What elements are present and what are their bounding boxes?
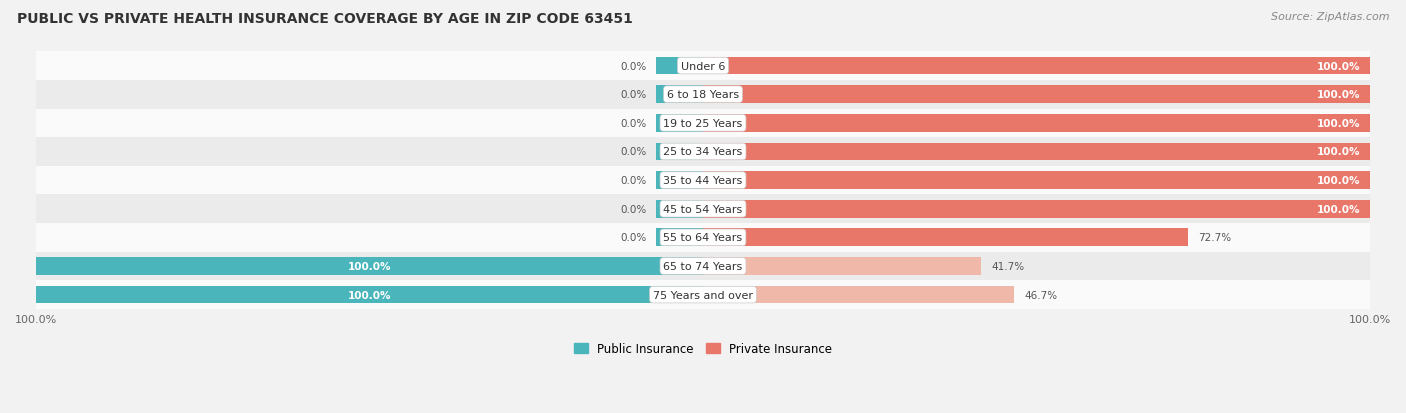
Bar <box>703 257 981 275</box>
Text: Under 6: Under 6 <box>681 62 725 71</box>
Text: 0.0%: 0.0% <box>620 204 647 214</box>
Text: 0.0%: 0.0% <box>620 62 647 71</box>
Text: 100.0%: 100.0% <box>347 290 391 300</box>
Text: 25 to 34 Years: 25 to 34 Years <box>664 147 742 157</box>
Text: 46.7%: 46.7% <box>1025 290 1057 300</box>
Bar <box>37 138 1369 166</box>
Bar <box>703 115 1369 133</box>
Bar <box>37 195 1369 223</box>
Text: 72.7%: 72.7% <box>1198 233 1230 243</box>
Bar <box>657 172 703 190</box>
Text: 100.0%: 100.0% <box>1316 119 1360 128</box>
Bar <box>657 143 703 161</box>
Bar <box>37 109 1369 138</box>
Bar <box>37 52 1369 81</box>
Text: 55 to 64 Years: 55 to 64 Years <box>664 233 742 243</box>
Bar <box>703 143 1369 161</box>
Bar <box>657 57 703 75</box>
Text: 100.0%: 100.0% <box>347 261 391 271</box>
Text: 100.0%: 100.0% <box>1316 90 1360 100</box>
Text: 45 to 54 Years: 45 to 54 Years <box>664 204 742 214</box>
Bar <box>37 280 1369 309</box>
Text: 75 Years and over: 75 Years and over <box>652 290 754 300</box>
Text: 19 to 25 Years: 19 to 25 Years <box>664 119 742 128</box>
Bar <box>657 86 703 104</box>
Text: PUBLIC VS PRIVATE HEALTH INSURANCE COVERAGE BY AGE IN ZIP CODE 63451: PUBLIC VS PRIVATE HEALTH INSURANCE COVER… <box>17 12 633 26</box>
Text: 100.0%: 100.0% <box>1316 176 1360 186</box>
Bar <box>657 229 703 247</box>
Bar <box>657 115 703 133</box>
Text: 100.0%: 100.0% <box>1316 147 1360 157</box>
Text: 35 to 44 Years: 35 to 44 Years <box>664 176 742 186</box>
Bar <box>37 223 1369 252</box>
Text: 0.0%: 0.0% <box>620 147 647 157</box>
Text: 0.0%: 0.0% <box>620 176 647 186</box>
Text: 100.0%: 100.0% <box>1316 62 1360 71</box>
Bar <box>37 252 1369 280</box>
Bar <box>703 200 1369 218</box>
Bar <box>37 166 1369 195</box>
Text: 6 to 18 Years: 6 to 18 Years <box>666 90 740 100</box>
Bar <box>703 57 1369 75</box>
Text: 65 to 74 Years: 65 to 74 Years <box>664 261 742 271</box>
Bar <box>703 286 1015 304</box>
Text: 41.7%: 41.7% <box>991 261 1024 271</box>
Bar <box>703 172 1369 190</box>
Bar <box>37 257 703 275</box>
Text: 100.0%: 100.0% <box>1316 204 1360 214</box>
Text: 0.0%: 0.0% <box>620 233 647 243</box>
Bar <box>37 81 1369 109</box>
Text: 0.0%: 0.0% <box>620 119 647 128</box>
Bar <box>703 229 1188 247</box>
Bar <box>37 286 703 304</box>
Bar <box>703 86 1369 104</box>
Bar <box>657 200 703 218</box>
Legend: Public Insurance, Private Insurance: Public Insurance, Private Insurance <box>569 337 837 360</box>
Text: Source: ZipAtlas.com: Source: ZipAtlas.com <box>1271 12 1389 22</box>
Text: 0.0%: 0.0% <box>620 90 647 100</box>
